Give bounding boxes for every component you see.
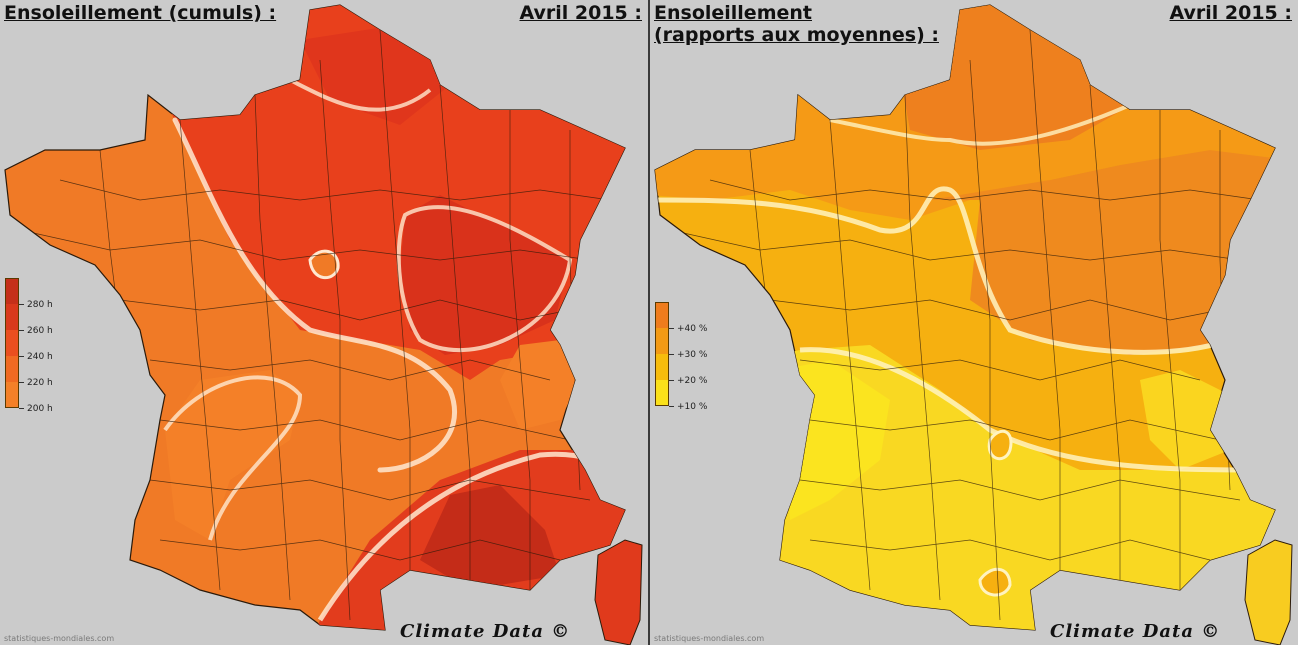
legend-swatch [5, 382, 19, 408]
isoline-southwest [163, 375, 303, 541]
isoline-260h-north [289, 78, 432, 112]
color-legend: 280 h 260 h 240 h 220 h 200 h [5, 278, 65, 414]
legend-swatch [5, 278, 19, 304]
corsica-island [1244, 539, 1293, 645]
map-panel-sunshine-ratio: Ensoleillement (rapports aux moyennes) :… [650, 0, 1298, 645]
legend-row: +10 % [655, 380, 715, 412]
panel-divider [648, 0, 650, 645]
legend-swatch [5, 356, 19, 382]
credit-label: Climate Data © [1050, 621, 1221, 642]
isoline-plus30 [655, 186, 1231, 355]
source-watermark: statistiques-mondiales.com [4, 634, 115, 643]
isoline-burgundy [396, 205, 573, 352]
legend-tick [19, 356, 24, 357]
legend-row: +20 % [655, 354, 715, 386]
source-watermark: statistiques-mondiales.com [654, 634, 765, 643]
map-title: Ensoleillement (rapports aux moyennes) : [654, 2, 939, 46]
legend-row: +30 % [655, 328, 715, 360]
isoline-pocket-center [987, 429, 1013, 461]
legend-tick [19, 330, 24, 331]
legend-swatch [5, 304, 19, 330]
isoline-pocket-south [978, 567, 1012, 597]
map-title-line-2: (rapports aux moyennes) : [654, 24, 939, 46]
legend-label: +40 % [677, 324, 708, 334]
isoline-north [829, 103, 1131, 146]
legend-tick [669, 380, 674, 381]
legend-label: 260 h [27, 326, 53, 336]
legend-tick [669, 328, 674, 329]
color-legend: +40 % +30 % +20 % +10 % [655, 302, 715, 412]
legend-tick [19, 408, 24, 409]
credit-label: Climate Data © [400, 621, 571, 642]
isoline-220h [172, 117, 458, 473]
legend-swatch [5, 330, 19, 356]
corsica-island [594, 539, 643, 645]
zone-northeast [930, 150, 1275, 355]
legend-row: 260 h [5, 304, 65, 336]
legend-label: +20 % [677, 376, 708, 386]
france-map-sunshine-totals [4, 4, 643, 645]
legend-row: 220 h [5, 356, 65, 388]
legend-label: +30 % [677, 350, 708, 360]
legend-row: 280 h [5, 278, 65, 310]
map-date: Avril 2015 : [1169, 2, 1292, 24]
legend-row: +40 % [655, 302, 715, 334]
legend-tick [19, 382, 24, 383]
legend-swatch [655, 354, 669, 380]
legend-tick [669, 354, 674, 355]
map-panel-sunshine-totals: Ensoleillement (cumuls) : Avril 2015 : 2… [0, 0, 648, 645]
legend-label: 280 h [27, 300, 53, 310]
map-date: Avril 2015 : [519, 2, 642, 24]
legend-label: 240 h [27, 352, 53, 362]
legend-row: 240 h [5, 330, 65, 362]
legend-label: 220 h [27, 378, 53, 388]
department-borders [669, 29, 1261, 621]
legend-row: 200 h [5, 382, 65, 414]
map-title-line-1: Ensoleillement [654, 2, 812, 24]
france-map-sunshine-ratio [654, 4, 1293, 645]
map-title: Ensoleillement (cumuls) : [4, 2, 276, 24]
legend-tick [669, 406, 674, 407]
zone-alps [1140, 370, 1230, 470]
legend-swatch [655, 380, 669, 406]
map-title-line: Ensoleillement (cumuls) : [4, 2, 277, 24]
legend-tick [19, 304, 24, 305]
legend-label: 200 h [27, 404, 53, 414]
legend-swatch [655, 302, 669, 328]
legend-label: +10 % [677, 402, 708, 412]
isoline-paris-pocket [308, 249, 340, 279]
legend-swatch [655, 328, 669, 354]
zone-southwest-aquitaine [165, 370, 300, 540]
zone-mediterranean [420, 485, 560, 590]
